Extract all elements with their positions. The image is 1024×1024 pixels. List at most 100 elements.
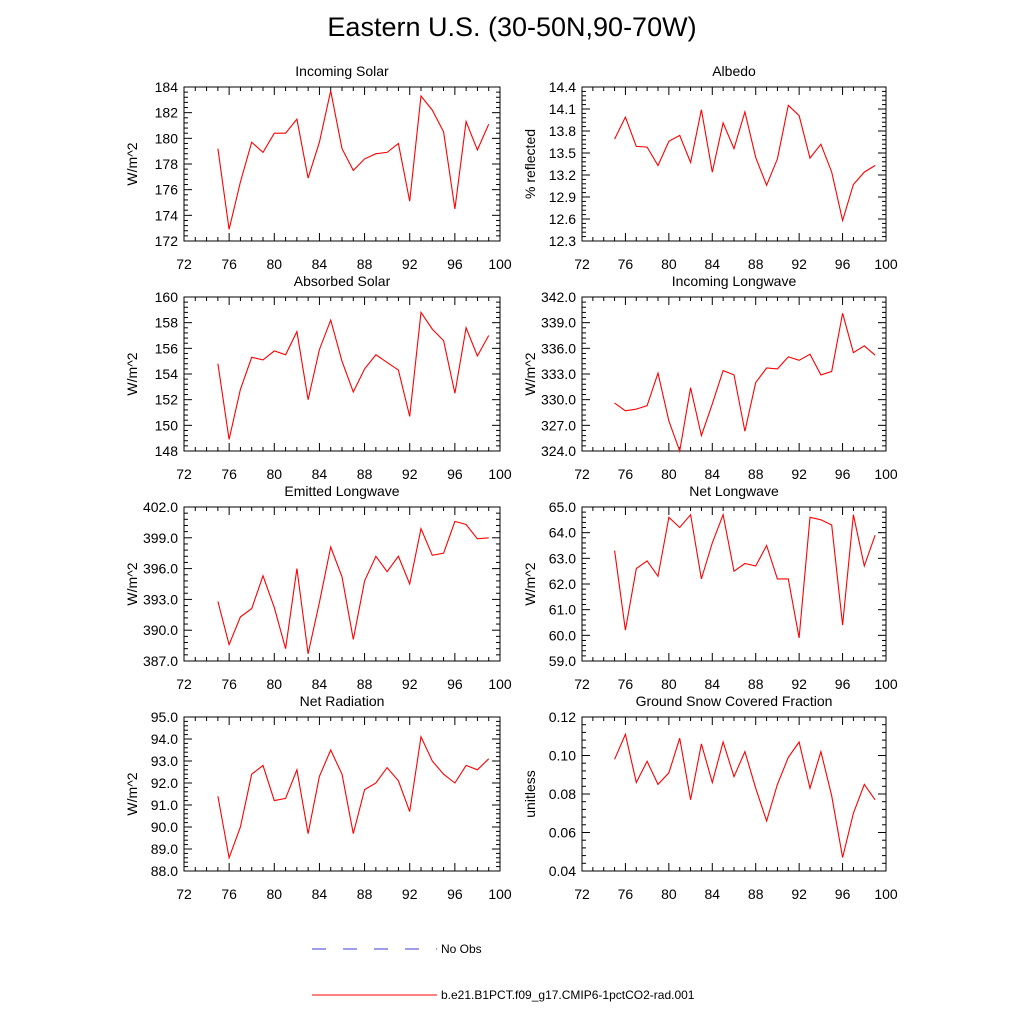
x-tick-label: 88 xyxy=(748,256,764,272)
y-tick-label: 387.0 xyxy=(143,653,178,669)
x-tick-label: 96 xyxy=(835,466,851,482)
y-tick-label: 160 xyxy=(155,289,179,305)
series-line xyxy=(614,512,876,638)
y-tick-label: 14.4 xyxy=(549,79,576,95)
y-tick-label: 174 xyxy=(155,207,179,223)
x-tick-label: 96 xyxy=(835,256,851,272)
y-axis-label: W/m^2 xyxy=(522,352,538,395)
figure-title: Eastern U.S. (30-50N,90-70W) xyxy=(327,12,697,42)
y-tick-label: 62.0 xyxy=(549,576,576,592)
x-tick-label: 80 xyxy=(661,466,677,482)
y-tick-label: 184 xyxy=(155,79,179,95)
y-axis-label: unitless xyxy=(522,770,538,817)
y-tick-label: 13.2 xyxy=(549,167,576,183)
y-tick-label: 61.0 xyxy=(549,602,576,618)
y-tick-label: 59.0 xyxy=(549,653,576,669)
y-tick-label: 88.0 xyxy=(151,863,178,879)
x-tick-label: 96 xyxy=(835,886,851,902)
y-tick-label: 60.0 xyxy=(549,627,576,643)
y-tick-label: 390.0 xyxy=(143,622,178,638)
x-tick-label: 88 xyxy=(357,676,373,692)
series-line xyxy=(217,734,490,860)
y-axis-label: % reflected xyxy=(522,129,538,199)
x-tick-label: 100 xyxy=(488,466,512,482)
y-axis-label: W/m^2 xyxy=(124,352,140,395)
y-tick-label: 94.0 xyxy=(151,731,178,747)
x-tick-label: 100 xyxy=(488,256,512,272)
x-tick-label: 92 xyxy=(402,256,418,272)
y-tick-label: 339.0 xyxy=(541,315,576,331)
y-tick-label: 13.8 xyxy=(549,123,576,139)
y-tick-label: 95.0 xyxy=(151,709,178,725)
x-tick-label: 80 xyxy=(266,256,282,272)
y-tick-label: 342.0 xyxy=(541,289,576,305)
x-tick-label: 100 xyxy=(488,676,512,692)
y-tick-label: 13.5 xyxy=(549,145,576,161)
y-tick-label: 393.0 xyxy=(143,591,178,607)
chart-panel-8: 72 76 80 84 88 92 96 100 0.04 0.06 0.08 0.10 0.12 Gro… xyxy=(522,693,898,902)
x-tick-label: 88 xyxy=(357,256,373,272)
y-tick-label: 158 xyxy=(155,315,179,331)
x-tick-label: 84 xyxy=(312,466,328,482)
y-tick-label: 0.04 xyxy=(549,863,576,879)
plot-frame xyxy=(581,86,887,242)
chart-panel-1: 72 76 80 84 88 92 96 100 172 174 176 178 180 182 184 In… xyxy=(124,63,512,272)
y-tick-label: 182 xyxy=(155,105,179,121)
legend-item-no-obs: No Obs xyxy=(312,942,482,956)
legend-label-model-run: b.e21.B1PCT.f09_g17.CMIP6-1pctCO2-rad.00… xyxy=(441,988,695,1002)
y-tick-label: 180 xyxy=(155,130,179,146)
x-tick-label: 88 xyxy=(357,886,373,902)
chart-panel-5: 72 76 80 84 88 92 96 100 387.0 390.0 393.0 396.0 399… xyxy=(124,483,512,692)
x-tick-label: 76 xyxy=(618,676,634,692)
y-tick-label: 178 xyxy=(155,156,179,172)
y-axis-label: W/m^2 xyxy=(124,772,140,815)
x-tick-label: 88 xyxy=(748,466,764,482)
x-tick-label: 88 xyxy=(748,676,764,692)
series-line xyxy=(217,310,490,440)
panel-title: Net Radiation xyxy=(300,693,385,709)
plot-frame xyxy=(581,296,887,452)
series-line xyxy=(614,313,876,454)
x-tick-label: 92 xyxy=(791,256,807,272)
x-tick-label: 96 xyxy=(447,256,463,272)
x-tick-label: 80 xyxy=(661,886,677,902)
x-tick-label: 76 xyxy=(618,256,634,272)
y-tick-label: 172 xyxy=(155,233,179,249)
x-tick-label: 84 xyxy=(312,676,328,692)
y-tick-label: 156 xyxy=(155,340,179,356)
y-tick-label: 93.0 xyxy=(151,753,178,769)
x-tick-label: 80 xyxy=(661,676,677,692)
series-line xyxy=(614,104,876,223)
y-tick-label: 148 xyxy=(155,443,179,459)
chart-panel-7: 72 76 80 84 88 92 96 100 88.0 89.0 90.0 91.0 92.0 93.… xyxy=(124,693,512,902)
panel-title: Ground Snow Covered Fraction xyxy=(636,693,833,709)
y-tick-label: 399.0 xyxy=(143,530,178,546)
x-tick-label: 72 xyxy=(574,676,590,692)
x-tick-label: 80 xyxy=(266,886,282,902)
x-tick-label: 72 xyxy=(574,886,590,902)
y-tick-label: 12.9 xyxy=(549,189,576,205)
y-axis-label: W/m^2 xyxy=(124,562,140,605)
y-tick-label: 65.0 xyxy=(549,499,576,515)
y-tick-label: 12.6 xyxy=(549,211,576,227)
x-tick-label: 84 xyxy=(704,676,720,692)
x-tick-label: 100 xyxy=(488,886,512,902)
panel-title: Albedo xyxy=(712,63,756,79)
y-tick-label: 0.06 xyxy=(549,825,576,841)
x-tick-label: 76 xyxy=(618,466,634,482)
x-tick-label: 88 xyxy=(748,886,764,902)
y-tick-label: 327.0 xyxy=(541,417,576,433)
y-tick-label: 92.0 xyxy=(151,775,178,791)
chart-panel-4: 72 76 80 84 88 92 96 100 324.0 327.0 330.0 333.0 336… xyxy=(522,273,898,482)
y-tick-label: 0.12 xyxy=(549,709,576,725)
x-tick-label: 84 xyxy=(704,466,720,482)
x-tick-label: 100 xyxy=(874,676,898,692)
x-tick-label: 96 xyxy=(447,886,463,902)
x-tick-label: 84 xyxy=(704,886,720,902)
y-tick-label: 396.0 xyxy=(143,561,178,577)
y-tick-label: 64.0 xyxy=(549,525,576,541)
x-tick-label: 84 xyxy=(312,256,328,272)
x-tick-label: 100 xyxy=(874,466,898,482)
y-tick-label: 402.0 xyxy=(143,499,178,515)
